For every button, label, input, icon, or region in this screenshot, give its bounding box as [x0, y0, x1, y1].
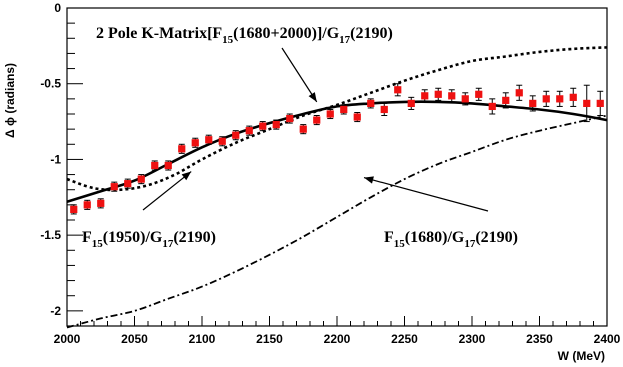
annotation-text: (2190) [475, 229, 518, 246]
data-point [542, 95, 550, 103]
annotation-arrowhead [181, 171, 192, 181]
data-point [569, 93, 577, 101]
annotation-text: F [82, 229, 92, 246]
data-point [326, 110, 334, 118]
annotation-text: (1680)/G [405, 229, 465, 246]
data-point [272, 121, 280, 129]
data-point [218, 137, 226, 145]
x-tick-label: 2000 [54, 332, 81, 346]
curve-dotted [66, 46, 608, 192]
y-axis-label: Δ ϕ (radians) [3, 63, 17, 138]
data-point [407, 99, 415, 107]
annotation-arrow [363, 177, 489, 212]
data-point [515, 89, 523, 97]
annotation-arrowhead [308, 92, 317, 102]
annotation-subscript: 17 [162, 238, 174, 250]
data-point [97, 199, 105, 207]
data-point [529, 99, 537, 107]
x-tick-label: 2400 [594, 332, 621, 346]
data-points-layer [70, 83, 604, 215]
curve-solid [66, 100, 608, 204]
y-tick-label: -0.5 [40, 77, 61, 91]
annotation-text: (2190) [173, 229, 216, 246]
data-point [124, 180, 132, 188]
data-point [380, 105, 388, 114]
annotation-subscript: 15 [222, 34, 234, 46]
annotation-arrow [281, 47, 318, 103]
curve-dash-dot [66, 114, 608, 329]
data-point [340, 105, 348, 114]
data-point [394, 86, 402, 94]
y-tick-label: -1 [50, 152, 61, 166]
data-point [110, 183, 118, 191]
annotation-text: (1950)/G [103, 229, 163, 246]
y-tick-label: 0 [54, 1, 61, 15]
data-point [259, 122, 267, 130]
annotation-arrow [142, 171, 192, 211]
data-point [245, 127, 253, 135]
x-tick-label: 2200 [324, 332, 351, 346]
annotation-subscript: 17 [339, 34, 351, 46]
annotation-text: 2 Pole K-Matrix[F [96, 25, 222, 42]
data-point [367, 99, 375, 107]
annotation-text: (1680+2000)]/G [233, 25, 340, 42]
x-axis-label: W (MeV) [558, 349, 605, 363]
data-point [434, 90, 442, 98]
data-point [596, 99, 604, 107]
data-point [137, 175, 145, 183]
data-point [448, 92, 456, 100]
data-point [313, 116, 321, 124]
data-point [70, 205, 78, 213]
x-tick-label: 2300 [459, 332, 486, 346]
axes-layer: 2000 2050 2100 2150 2200 2250 2300 2350 2400 0 -0.… [40, 1, 620, 346]
annotations-layer: 2 Pole K-Matrix[F15(1680+2000)]/G17(2190… [82, 25, 518, 250]
data-point [191, 139, 199, 147]
data-point [583, 99, 591, 107]
data-point [475, 90, 483, 98]
curves-layer [66, 46, 608, 329]
x-tick-label: 2250 [391, 332, 418, 346]
data-point [421, 92, 429, 100]
annotation-subscript: 17 [464, 238, 476, 250]
x-tick-label: 2350 [526, 332, 553, 346]
data-point [205, 136, 213, 144]
annotation-f1680: F15(1680)/G17(2190) [384, 229, 518, 250]
annotation-f1950: F15(1950)/G17(2190) [82, 229, 216, 250]
annotation-arrowhead [364, 176, 374, 184]
annotation-text: F [384, 229, 394, 246]
data-point [556, 95, 564, 103]
data-point [83, 201, 91, 209]
annotation-kmatrix: 2 Pole K-Matrix[F15(1680+2000)]/G17(2190… [96, 25, 393, 46]
data-point [286, 114, 294, 123]
y-tick-label: -1.5 [40, 228, 61, 242]
data-point [299, 125, 307, 133]
data-point [178, 145, 186, 153]
data-point [488, 102, 496, 111]
x-tick-label: 2050 [121, 332, 148, 346]
x-tick-label: 2150 [256, 332, 283, 346]
annotation-subscript: 15 [394, 238, 406, 250]
data-point [502, 96, 510, 104]
data-point [151, 161, 159, 170]
plot-frame [66, 7, 608, 327]
data-point [164, 161, 172, 170]
data-point [353, 113, 361, 121]
data-point [232, 131, 240, 139]
data-point [461, 95, 469, 103]
annotation-text: (2190) [350, 25, 393, 42]
x-tick-label: 2100 [189, 332, 216, 346]
annotation-subscript: 15 [92, 238, 104, 250]
y-tick-label: -2 [50, 304, 61, 318]
